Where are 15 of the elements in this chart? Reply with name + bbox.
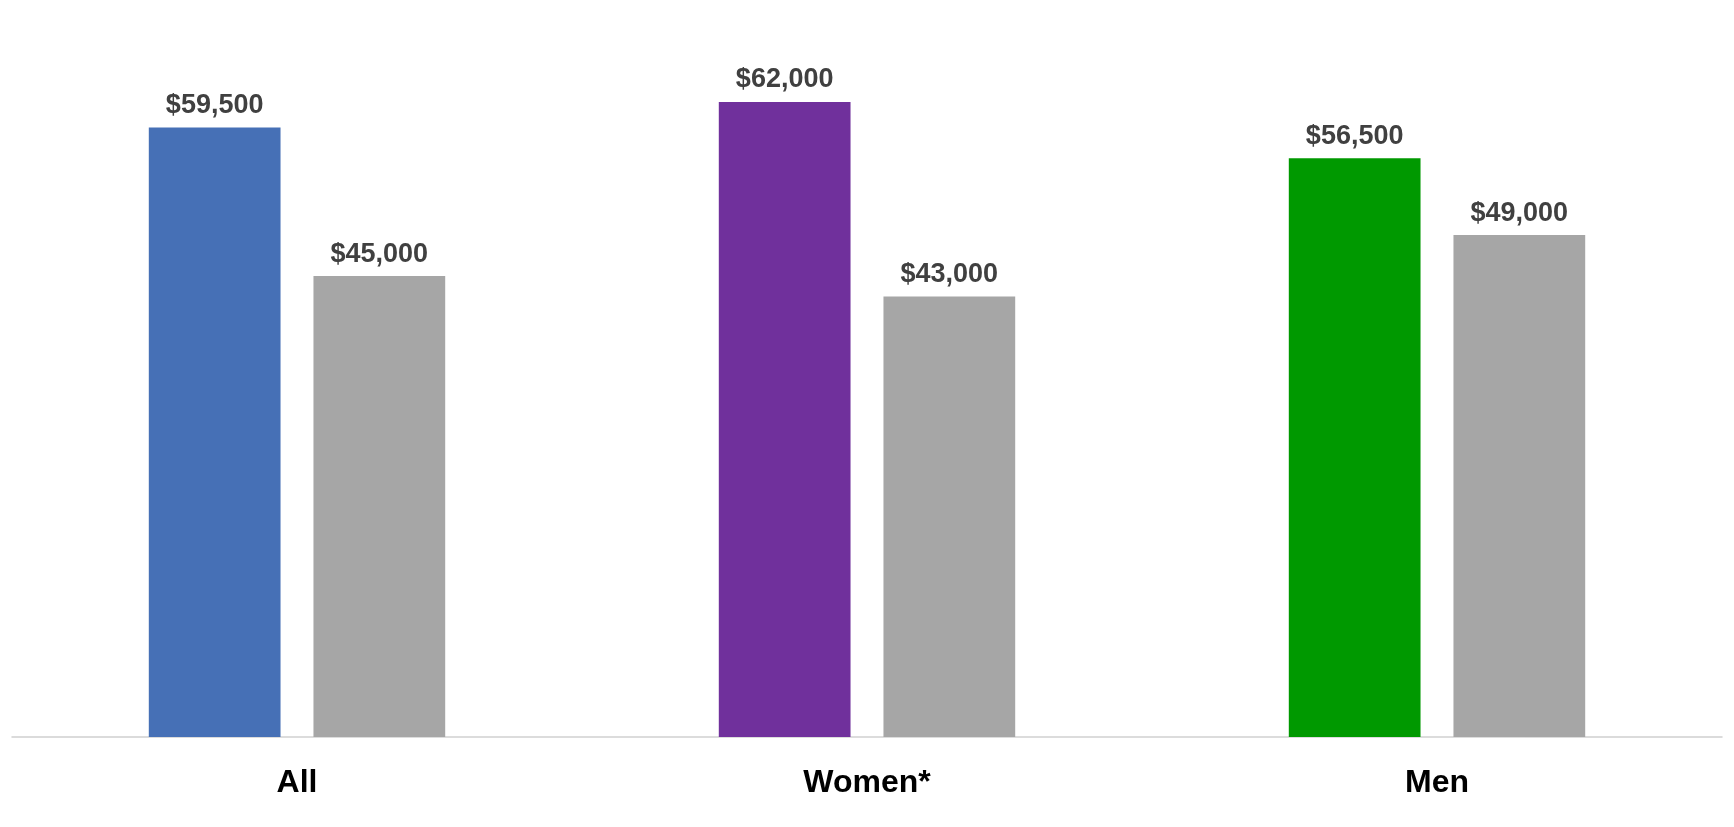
x-tick-label: Women* [803, 763, 932, 799]
bar [313, 276, 446, 737]
bar [1453, 235, 1586, 737]
bar [718, 101, 851, 737]
bar [883, 296, 1016, 737]
data-label: $43,000 [900, 258, 999, 289]
data-label: $62,000 [735, 63, 834, 94]
data-label: $59,500 [165, 89, 264, 120]
x-tick-label: All [276, 763, 318, 799]
x-tick-label: Men [1405, 763, 1469, 799]
data-label: $45,000 [330, 237, 429, 268]
data-label: $56,500 [1305, 119, 1404, 150]
bar [148, 127, 281, 737]
bar [1288, 158, 1421, 737]
data-label: $49,000 [1470, 196, 1569, 227]
